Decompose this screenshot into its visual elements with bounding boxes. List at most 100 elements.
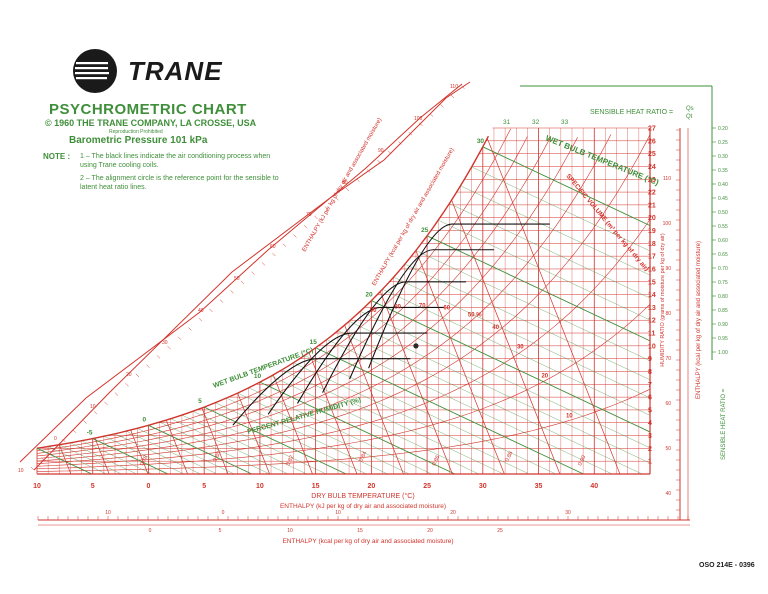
shr-tick-label: 0.40 — [718, 182, 728, 188]
wet-bulb-line — [137, 428, 235, 475]
shr-tick-label: 0.60 — [718, 238, 728, 244]
wet-bulb-top-label: 31 — [503, 119, 511, 126]
y-tick-label: 15 — [648, 279, 656, 286]
barometric-pressure: Barometric Pressure 101 kPa — [69, 135, 208, 146]
enthalpy-diagonal-tick — [219, 299, 224, 303]
shr-tick-label: 0.30 — [718, 154, 728, 160]
right-enthalpy-label: 90 — [665, 266, 671, 272]
y-tick-label: 9 — [648, 356, 652, 363]
wet-bulb-label: 10 — [254, 373, 262, 380]
x-tick-label: 10 — [256, 483, 264, 490]
wet-bulb-line — [59, 444, 122, 475]
shr-tick-label: 0.90 — [718, 322, 728, 328]
y-tick-label: 2 — [648, 446, 652, 453]
shr-tick-label: 0.45 — [718, 196, 728, 202]
wet-bulb-line — [304, 355, 556, 475]
rh-curve — [36, 138, 550, 457]
rh-label: 50 % — [468, 312, 482, 318]
enthalpy-diagonal-tick — [83, 420, 87, 424]
y-tick-label: 22 — [648, 190, 656, 197]
x-tick-label: 15 — [312, 483, 320, 490]
enthalpy-diagonal-tick — [461, 85, 465, 89]
rh-label: 60 — [443, 306, 450, 312]
enthalpy-diagonal-tick — [188, 327, 192, 331]
rh-curve — [36, 128, 511, 452]
right-enthalpy-label: 100 — [663, 221, 672, 227]
enthalpy-diagonal-tick — [146, 364, 150, 368]
x-tick-label: 40 — [590, 483, 598, 490]
diagonal-enthalpy-label: 70 — [306, 212, 312, 218]
y-tick-label: 18 — [648, 241, 656, 248]
enthalpy-diagonal-tick — [282, 243, 287, 247]
enthalpy-diagonal-tick — [209, 308, 213, 313]
rh-curve — [36, 136, 528, 454]
specific-volume-line — [451, 199, 561, 475]
specific-volume-axis-label: SPECIFIC VOLUME (m³ per kg of dry air) — [564, 173, 649, 273]
wet-bulb-line — [282, 369, 504, 475]
specific-volume-line — [58, 444, 72, 475]
wet-bulb-line — [114, 433, 201, 475]
y-tick-label: 17 — [648, 254, 656, 261]
wet-bulb-line — [471, 166, 651, 252]
shr-tick-label: 0.55 — [718, 224, 728, 230]
enthalpy-diagonal-tick — [30, 466, 35, 471]
enthalpy-diagonal-tick — [72, 429, 77, 433]
brand-name: TRANE — [128, 56, 223, 86]
wet-bulb-line — [449, 203, 651, 299]
right-enthalpy-label: 80 — [665, 311, 671, 317]
enthalpy-diagonal-tick — [93, 411, 98, 415]
enthalpy-diagonal-tick — [62, 438, 66, 443]
enthalpy-kcal-label: 20 — [427, 528, 433, 534]
wet-bulb-line — [48, 446, 107, 475]
rh-label: 10 — [566, 414, 573, 420]
specific-volume-line — [272, 374, 313, 475]
enthalpy-diagonal-tick — [198, 318, 203, 322]
x-tick-label: 5 — [202, 483, 206, 490]
shr-tick-label: 0.65 — [718, 252, 728, 258]
wet-bulb-line — [426, 235, 651, 342]
shr-tick-label: 1.00 — [718, 350, 728, 356]
wet-bulb-label: 5 — [198, 398, 202, 405]
specific-volume-label: 0.84 — [358, 451, 368, 463]
wet-bulb-line — [393, 276, 651, 399]
chart-grid — [36, 127, 690, 526]
wet-bulb-line — [337, 330, 643, 475]
enthalpy-diagonal-tick — [167, 345, 171, 350]
enthalpy-diagonal-2 — [19, 83, 463, 463]
wet-bulb-line — [148, 424, 252, 475]
rh-label: 80 — [394, 304, 401, 310]
enthalpy-diagonal-tick — [303, 225, 308, 229]
y-tick-label: 26 — [648, 138, 656, 145]
shr-tick-label: 0.70 — [718, 266, 728, 272]
specific-volume-label: 0.82 — [285, 455, 295, 467]
diagonal-enthalpy-label: 80 — [342, 180, 348, 186]
enthalpy-kcal-label: 10 — [287, 528, 293, 534]
enthalpy-diagonal-tick — [41, 457, 45, 461]
y-tick-label: 4 — [648, 420, 652, 427]
rh-curve — [36, 219, 651, 467]
enthalpy-diagonal-tick — [240, 280, 245, 285]
enthalpy-diagonal-1 — [33, 81, 471, 471]
rh-label: 30 — [517, 345, 524, 351]
y-tick-label: 13 — [648, 305, 656, 312]
enthalpy-diagonal-tick — [251, 271, 255, 275]
y-tick-label: 12 — [648, 318, 656, 325]
enthalpy-diagonal-tick — [104, 401, 108, 406]
rh-curve — [36, 134, 651, 464]
process-line-6 — [232, 358, 411, 426]
y-tick-label: 6 — [648, 395, 652, 402]
enthalpy-kj-label: 10 — [335, 510, 341, 516]
specific-volume-line — [415, 250, 505, 475]
x-tick-label: 5 — [91, 483, 95, 490]
wet-bulb-label: 15 — [310, 339, 318, 346]
wet-bulb-line — [438, 220, 651, 321]
enthalpy-diagonal-tick — [450, 94, 455, 99]
wet-bulb-line — [460, 185, 651, 276]
diagonal-enthalpy-label: 30 — [162, 340, 168, 346]
x-tick-label: 30 — [479, 483, 487, 490]
enthalpy-kcal-label: 5 — [219, 528, 222, 534]
wet-bulb-line — [415, 250, 651, 361]
shr-tick-label: 0.85 — [718, 308, 728, 314]
y-tick-label: 10 — [648, 343, 656, 350]
